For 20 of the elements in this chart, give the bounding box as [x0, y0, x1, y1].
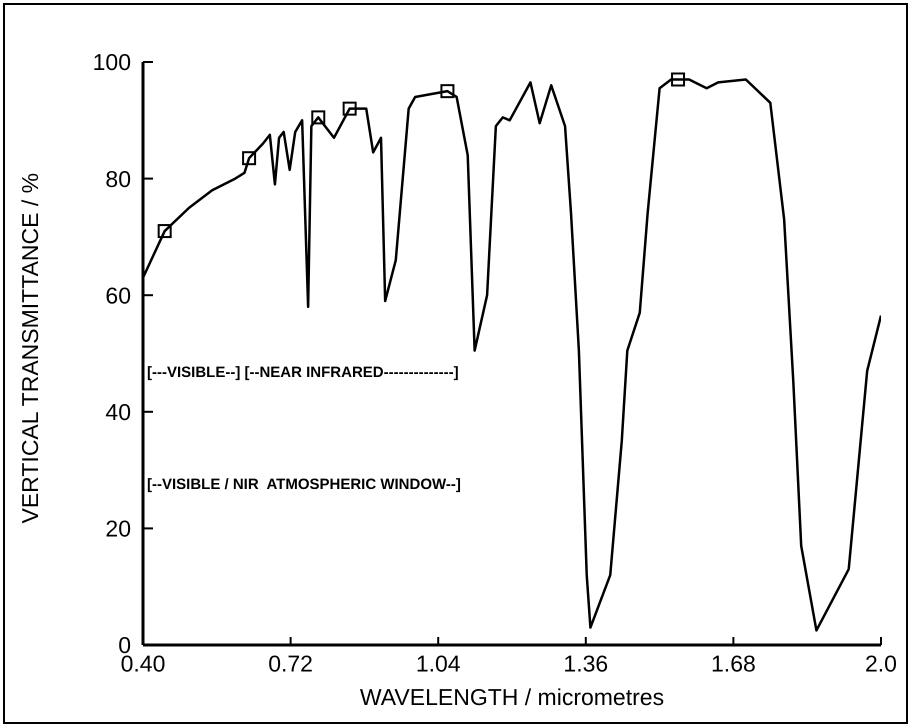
- y-tick-label: 80: [105, 166, 131, 192]
- y-axis-title: VERTICAL TRANSMITTANCE / %: [17, 172, 44, 524]
- y-tick-label: 100: [92, 49, 131, 76]
- x-axis-title: WAVELENGTH / micrometres: [360, 684, 664, 710]
- point: [671, 72, 686, 86]
- point: [242, 151, 256, 166]
- x-tick-label: 1.68: [711, 650, 756, 676]
- annotation: [---VISIBLE--] [--NEAR INFRARED--------------]: [147, 364, 459, 381]
- x-tick-label: 1.04: [416, 650, 461, 676]
- point: [440, 84, 454, 98]
- y-tick-label: 40: [105, 398, 131, 425]
- x-tick-label: 0.72: [268, 650, 313, 676]
- y-tick-label: 60: [105, 282, 131, 308]
- x-tick-label: 1.36: [563, 650, 608, 676]
- point: [342, 102, 357, 116]
- point: [158, 224, 172, 238]
- point: [311, 110, 326, 124]
- y-tick-label: 20: [105, 516, 131, 542]
- annotation: [--VISIBLE / NIR ATMOSPHERIC WINDOW--]: [147, 476, 461, 493]
- x-tick-label: 2.0: [865, 650, 897, 676]
